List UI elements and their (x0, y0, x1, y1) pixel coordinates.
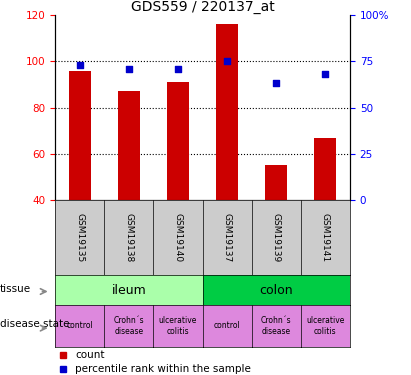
Text: percentile rank within the sample: percentile rank within the sample (75, 364, 251, 374)
Bar (69, 70, 91, 200)
Point (125, 66, 132, 72)
Bar (216, 24, 238, 200)
Text: GSM19138: GSM19138 (124, 213, 133, 262)
Text: control: control (214, 321, 240, 330)
Text: GSM19135: GSM19135 (75, 213, 84, 262)
Text: control: control (66, 321, 93, 330)
Text: tissue: tissue (0, 284, 31, 294)
Text: GSM19139: GSM19139 (272, 213, 281, 262)
Point (224, 58, 231, 64)
Text: colon: colon (259, 284, 293, 297)
Text: GSM19137: GSM19137 (223, 213, 231, 262)
Point (322, 71, 329, 77)
Bar (265, 165, 287, 200)
Text: Crohn´s
disease: Crohn´s disease (113, 316, 144, 336)
Text: Crohn´s
disease: Crohn´s disease (261, 316, 291, 336)
Bar (118, 92, 140, 200)
Title: GDS559 / 220137_at: GDS559 / 220137_at (131, 0, 275, 14)
Text: ileum: ileum (111, 284, 146, 297)
Text: count: count (75, 350, 104, 360)
Point (175, 66, 181, 72)
Point (76, 62, 83, 68)
Text: ulcerative
colitis: ulcerative colitis (306, 316, 344, 336)
Point (273, 81, 279, 87)
Text: GSM19141: GSM19141 (321, 213, 330, 262)
Text: ulcerative
colitis: ulcerative colitis (159, 316, 197, 336)
Bar (314, 138, 337, 200)
Text: disease state: disease state (0, 319, 69, 329)
Bar (167, 82, 189, 200)
Text: GSM19140: GSM19140 (173, 213, 182, 262)
